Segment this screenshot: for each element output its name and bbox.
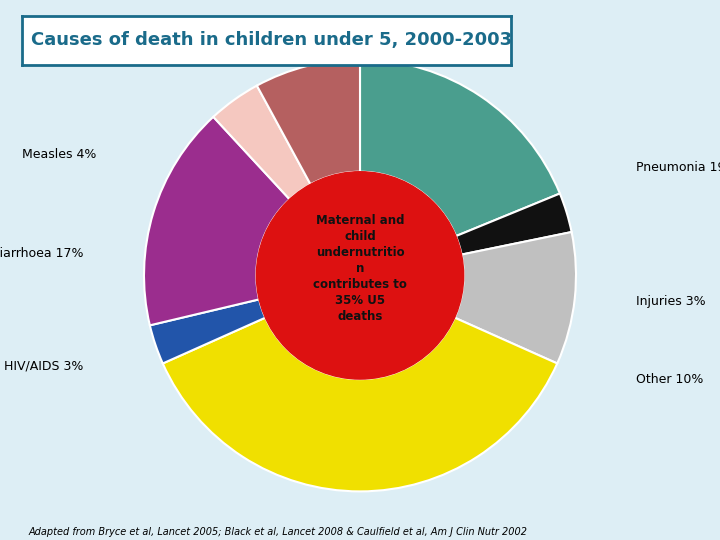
Text: Other 10%: Other 10%: [636, 373, 704, 386]
Wedge shape: [257, 59, 360, 184]
Wedge shape: [144, 117, 289, 325]
Text: Causes of death in children under 5, 2000-2003: Causes of death in children under 5, 200…: [32, 31, 513, 50]
Wedge shape: [360, 59, 560, 236]
Wedge shape: [150, 299, 266, 363]
Text: HIV/AIDS 3%: HIV/AIDS 3%: [4, 360, 84, 373]
Text: Measles 4%: Measles 4%: [22, 148, 96, 161]
Circle shape: [256, 172, 464, 379]
Text: Pneumonia 19%: Pneumonia 19%: [636, 161, 720, 174]
Text: Maternal and
child
undernutritio
n
contributes to
35% U5
deaths: Maternal and child undernutritio n contr…: [313, 214, 407, 323]
Text: Injuries 3%: Injuries 3%: [636, 295, 706, 308]
Wedge shape: [454, 232, 576, 363]
Text: Malaria 8%: Malaria 8%: [377, 0, 447, 1]
Wedge shape: [213, 86, 310, 199]
Wedge shape: [163, 318, 557, 491]
Text: Adapted from Bryce et al, Lancet 2005; Black et al, Lancet 2008 & Caulfield et a: Adapted from Bryce et al, Lancet 2005; B…: [29, 527, 528, 537]
Text: Diarrhoea 17%: Diarrhoea 17%: [0, 247, 84, 260]
Wedge shape: [456, 193, 572, 254]
